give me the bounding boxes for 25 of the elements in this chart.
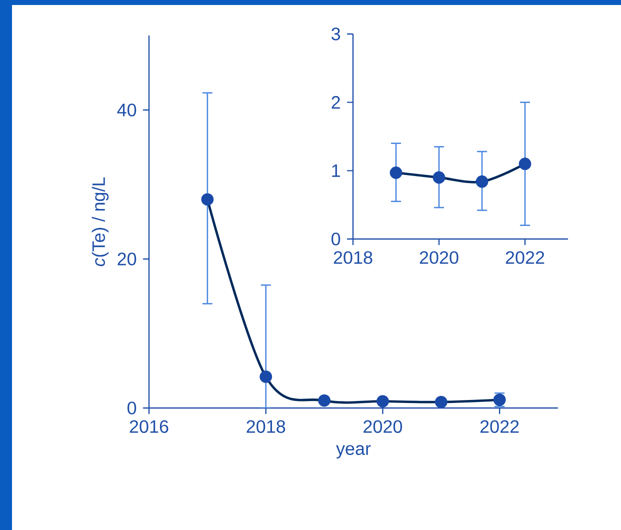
y-tick-label: 0 xyxy=(332,232,340,246)
point xyxy=(476,175,488,188)
y-tick-label: 2 xyxy=(332,96,340,109)
x-tick-label: 2022 xyxy=(480,420,519,433)
point xyxy=(432,171,446,184)
x-tick-label: 2018 xyxy=(334,251,372,264)
y-tick-label: 3 xyxy=(332,28,340,40)
point xyxy=(260,370,272,383)
point xyxy=(390,166,402,179)
point xyxy=(201,193,214,206)
x-tick-label: 2016 xyxy=(130,420,168,433)
point xyxy=(318,394,330,407)
x-tick-label: 2022 xyxy=(506,251,544,264)
point xyxy=(518,158,532,170)
y-tick-label: 0 xyxy=(128,402,136,414)
point xyxy=(376,395,389,408)
y-axis-title: c(Te) / ng/L xyxy=(92,177,109,266)
y-tick-label: 40 xyxy=(117,104,136,116)
x-tick-label: 2020 xyxy=(364,420,402,433)
y-tick-label: 20 xyxy=(118,252,136,266)
x-tick-label: 2018 xyxy=(246,420,286,433)
x-axis-title: year xyxy=(336,445,371,459)
x-tick-label: 2020 xyxy=(420,251,458,264)
y-tick-label: 1 xyxy=(332,164,340,177)
point xyxy=(434,396,448,408)
